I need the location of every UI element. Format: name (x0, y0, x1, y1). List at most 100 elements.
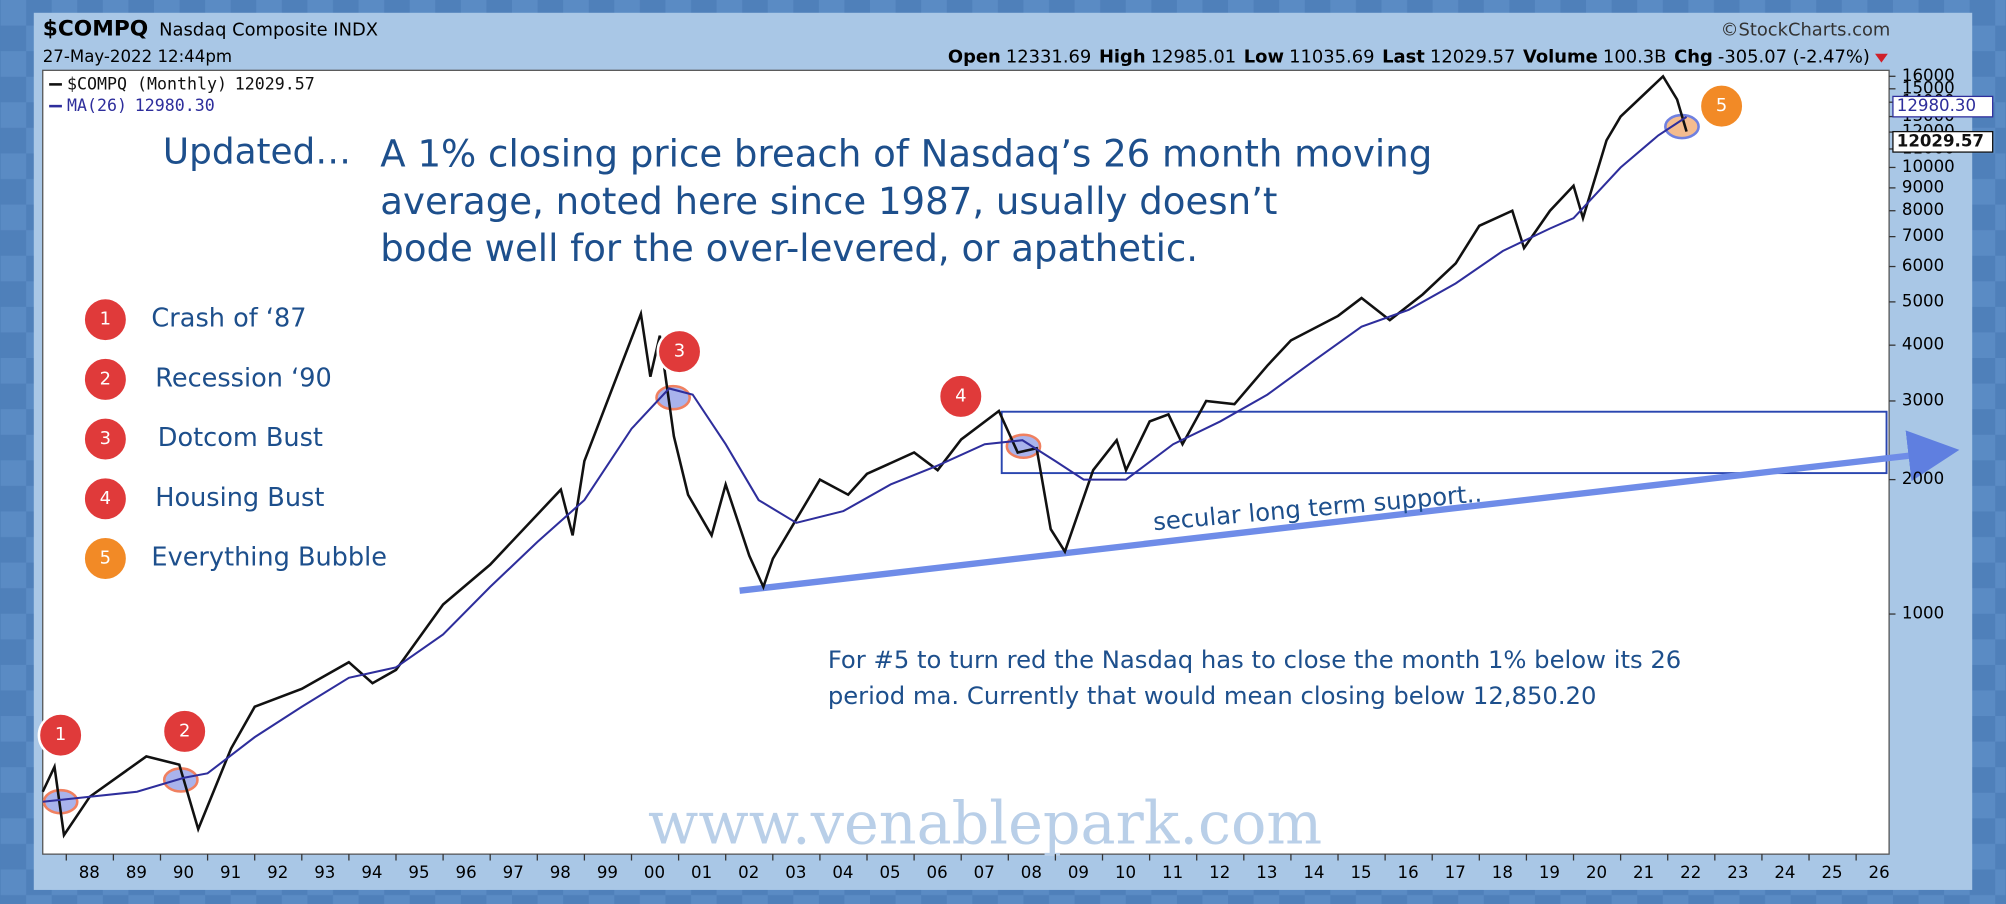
quote-value: 12331.69 (1006, 47, 1091, 68)
callout-badge (82, 356, 129, 403)
x-tick-label: 06 (927, 863, 948, 882)
x-tick-label: 04 (832, 863, 853, 882)
y-tick-label: 5000 (1902, 291, 1944, 310)
legend-name: MA(26) (67, 96, 127, 115)
callout-badge (82, 416, 129, 463)
x-tick-label: 88 (79, 863, 100, 882)
x-tick-label: 93 (314, 863, 335, 882)
callout-label: Dotcom Bust (158, 423, 323, 453)
x-tick-label: 10 (1115, 863, 1136, 882)
down-arrow (1875, 53, 1888, 63)
x-tick-label: 13 (1256, 863, 1277, 882)
legend-value: 12029.57 (235, 74, 315, 93)
quote-label: Chg (1674, 47, 1713, 68)
x-tick-label: 22 (1680, 863, 1701, 882)
y-tick-label: 8000 (1902, 200, 1944, 219)
legend-entry: $COMPQ (Monthly) 12029.57 (67, 74, 315, 93)
chart-badge (656, 328, 703, 375)
headline: bode well for the over-levered, or apath… (380, 227, 1198, 270)
x-tick-label: 17 (1445, 863, 1466, 882)
y-tick-label: 9000 (1902, 177, 1944, 196)
index-name: Nasdaq Composite INDX (159, 20, 378, 41)
x-tick-label: 11 (1162, 863, 1183, 882)
callout-badge (82, 296, 129, 343)
chart-badge-number: 1 (55, 724, 66, 745)
y-tick-label: 7000 (1902, 226, 1944, 245)
y-tick-label: 3000 (1902, 390, 1944, 409)
quote-label: Last (1382, 47, 1425, 68)
last-flag (1892, 130, 1994, 153)
x-tick-label: 99 (597, 863, 618, 882)
x-tick-label: 23 (1727, 863, 1748, 882)
quote-value: 12985.01 (1151, 47, 1236, 68)
series-line (41, 74, 1688, 839)
x-tick-label: 15 (1350, 863, 1371, 882)
x-tick-label: 14 (1303, 863, 1324, 882)
support-arrow (739, 430, 1960, 594)
quote-value: 100.3B (1603, 47, 1667, 68)
x-tick-label: 00 (644, 863, 665, 882)
callout-badge (82, 475, 129, 522)
quote-label: High (1099, 47, 1146, 68)
headline: A 1% closing price breach of Nasdaq’s 26… (380, 132, 1432, 175)
x-tick-label: 91 (220, 863, 241, 882)
chart-badge (1698, 83, 1745, 130)
x-tick-label: 89 (126, 863, 147, 882)
x-tick-label: 08 (1021, 863, 1042, 882)
y-tick-label: 4000 (1902, 335, 1944, 354)
callout-badge (82, 535, 129, 582)
symbol: $COMPQ (43, 16, 149, 41)
x-tick-label: 01 (691, 863, 712, 882)
x-tick-label: 24 (1774, 863, 1795, 882)
chart-badge-number: 5 (1716, 95, 1727, 116)
chart-badge (161, 708, 208, 755)
watermark: www.venablepark.com (648, 789, 1322, 858)
plot-area (42, 69, 1890, 855)
y-tick-label: 6000 (1902, 256, 1944, 275)
y-tick-label: 15000 (1902, 78, 1955, 97)
chart-badge-number: 2 (179, 720, 190, 741)
headline-prefix: Updated… (163, 131, 351, 172)
quote-label: Volume (1523, 47, 1598, 68)
chart-badge (37, 712, 84, 759)
x-tick-label: 07 (974, 863, 995, 882)
last-value-label: 12029.57 (1897, 131, 1984, 150)
quote-value: -305.07 (-2.47%) (1718, 47, 1870, 68)
callout-label: Housing Bust (155, 483, 324, 513)
callout-number: 2 (100, 368, 111, 389)
y-tick-label: 16000 (1902, 66, 1955, 85)
x-tick-label: 12 (1209, 863, 1230, 882)
callout-label: Recession ‘90 (155, 363, 331, 393)
y-tick-label: 2000 (1902, 469, 1944, 488)
x-tick-label: 96 (456, 863, 477, 882)
last-flag (1892, 95, 1994, 118)
x-tick-label: 95 (408, 863, 429, 882)
x-tick-label: 94 (361, 863, 382, 882)
x-tick-label: 20 (1586, 863, 1607, 882)
legend-name: $COMPQ (Monthly) (67, 74, 227, 93)
quote: Open 12331.69 High 12985.01 Low 11035.69 Last 1… (948, 47, 1870, 68)
date: 27-May-2022 12:44pm (43, 47, 232, 66)
series-line (42, 116, 1688, 803)
headline: average, noted here since 1987, usually … (380, 180, 1277, 223)
x-tick-label: 05 (879, 863, 900, 882)
last-value-label: 12980.30 (1897, 96, 1976, 115)
legend-entry: MA(26) 12980.30 (67, 96, 215, 115)
x-tick-label: 98 (550, 863, 571, 882)
chart-badge (937, 373, 984, 420)
callout-number: 3 (100, 428, 111, 449)
header: $COMPQ Nasdaq Composite INDX 27-May-2022… (43, 16, 1891, 66)
x-tick-label: 19 (1539, 863, 1560, 882)
source: ©StockCharts.com (1721, 20, 1891, 41)
x-tick-label: 25 (1821, 863, 1842, 882)
x-tick-label: 03 (785, 863, 806, 882)
x-tick-label: 97 (503, 863, 524, 882)
callout-number: 1 (100, 309, 111, 330)
x-tick-label: 21 (1633, 863, 1654, 882)
callout-number: 4 (100, 488, 111, 509)
callout-number: 5 (100, 548, 111, 569)
y-tick-label: 10000 (1902, 157, 1955, 176)
legend-value: 12980.30 (135, 96, 215, 115)
